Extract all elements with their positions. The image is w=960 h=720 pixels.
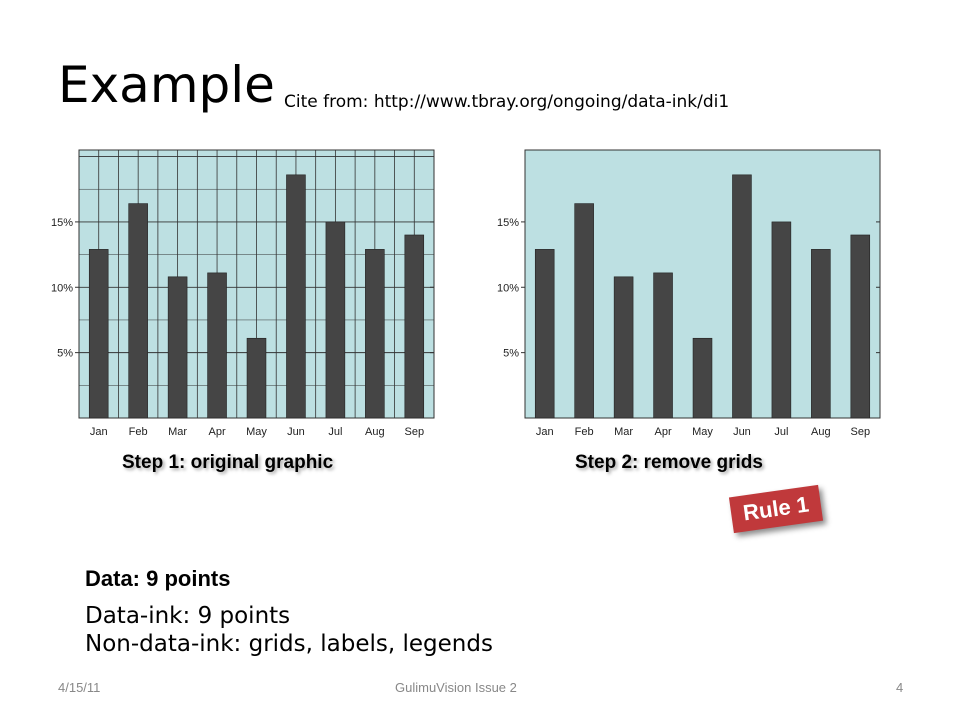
y-tick-label: 10% [51, 282, 73, 294]
bar [128, 203, 148, 419]
y-tick-label: 5% [503, 348, 519, 360]
x-tick-label: Feb [129, 426, 148, 438]
bar [574, 203, 594, 419]
bar [811, 249, 831, 419]
footer-title: GulimuVision Issue 2 [395, 680, 517, 695]
caption-step-2: Step 2: remove grids [575, 452, 763, 473]
bar [286, 174, 306, 419]
bar [613, 276, 634, 419]
non-data-ink-line: Non-data-ink: grids, labels, legends [85, 631, 493, 657]
bar [850, 234, 871, 419]
bar [771, 221, 792, 419]
x-tick-label: Jul [774, 426, 788, 438]
x-tick-label: Jul [328, 426, 342, 438]
x-tick-label: May [246, 426, 267, 438]
x-tick-label: Mar [168, 426, 187, 438]
bar [534, 249, 555, 419]
bar [365, 249, 385, 419]
x-tick-label: Jun [287, 426, 305, 438]
rule-badge: Rule 1 [728, 484, 824, 534]
bar [207, 272, 227, 419]
x-tick-label: Apr [654, 426, 671, 438]
data-ink-line: Data-ink: 9 points [85, 603, 291, 629]
x-tick-label: Jun [733, 426, 751, 438]
y-tick-label: 15% [497, 217, 519, 229]
y-tick-label: 15% [51, 217, 73, 229]
bar [246, 337, 267, 419]
x-tick-label: Sep [850, 426, 870, 438]
x-tick-label: Apr [208, 426, 225, 438]
x-tick-label: Sep [404, 426, 424, 438]
bar [167, 276, 188, 419]
x-tick-label: Mar [614, 426, 633, 438]
bar [653, 272, 673, 419]
bar [88, 249, 109, 419]
caption-step-1: Step 1: original graphic [122, 452, 334, 473]
x-tick-label: Jan [90, 426, 108, 438]
x-tick-label: Aug [365, 426, 385, 438]
x-tick-label: Aug [811, 426, 831, 438]
x-tick-label: Jan [536, 426, 554, 438]
chart-grids-removed: 5% 10% 15% Jan Feb Mar Apr May Jun Jul Aug Sep [497, 149, 881, 438]
citation-text: Cite from: http://www.tbray.org/ongoing/… [284, 92, 730, 112]
data-heading: Data: 9 points [85, 566, 231, 591]
chart-original: 5% 10% 15% Jan Feb Mar Apr May Jun Jul Aug Sep [51, 149, 435, 438]
x-tick-label: Feb [575, 426, 594, 438]
bar [732, 174, 752, 419]
footer-date: 4/15/11 [58, 680, 101, 695]
x-tick-label: May [692, 426, 713, 438]
bar [325, 221, 346, 419]
footer-page-number: 4 [896, 680, 904, 695]
slide-title: Example [58, 56, 275, 114]
y-tick-label: 10% [497, 282, 519, 294]
bar [404, 234, 425, 419]
bar [692, 337, 713, 419]
y-tick-label: 5% [57, 348, 73, 360]
